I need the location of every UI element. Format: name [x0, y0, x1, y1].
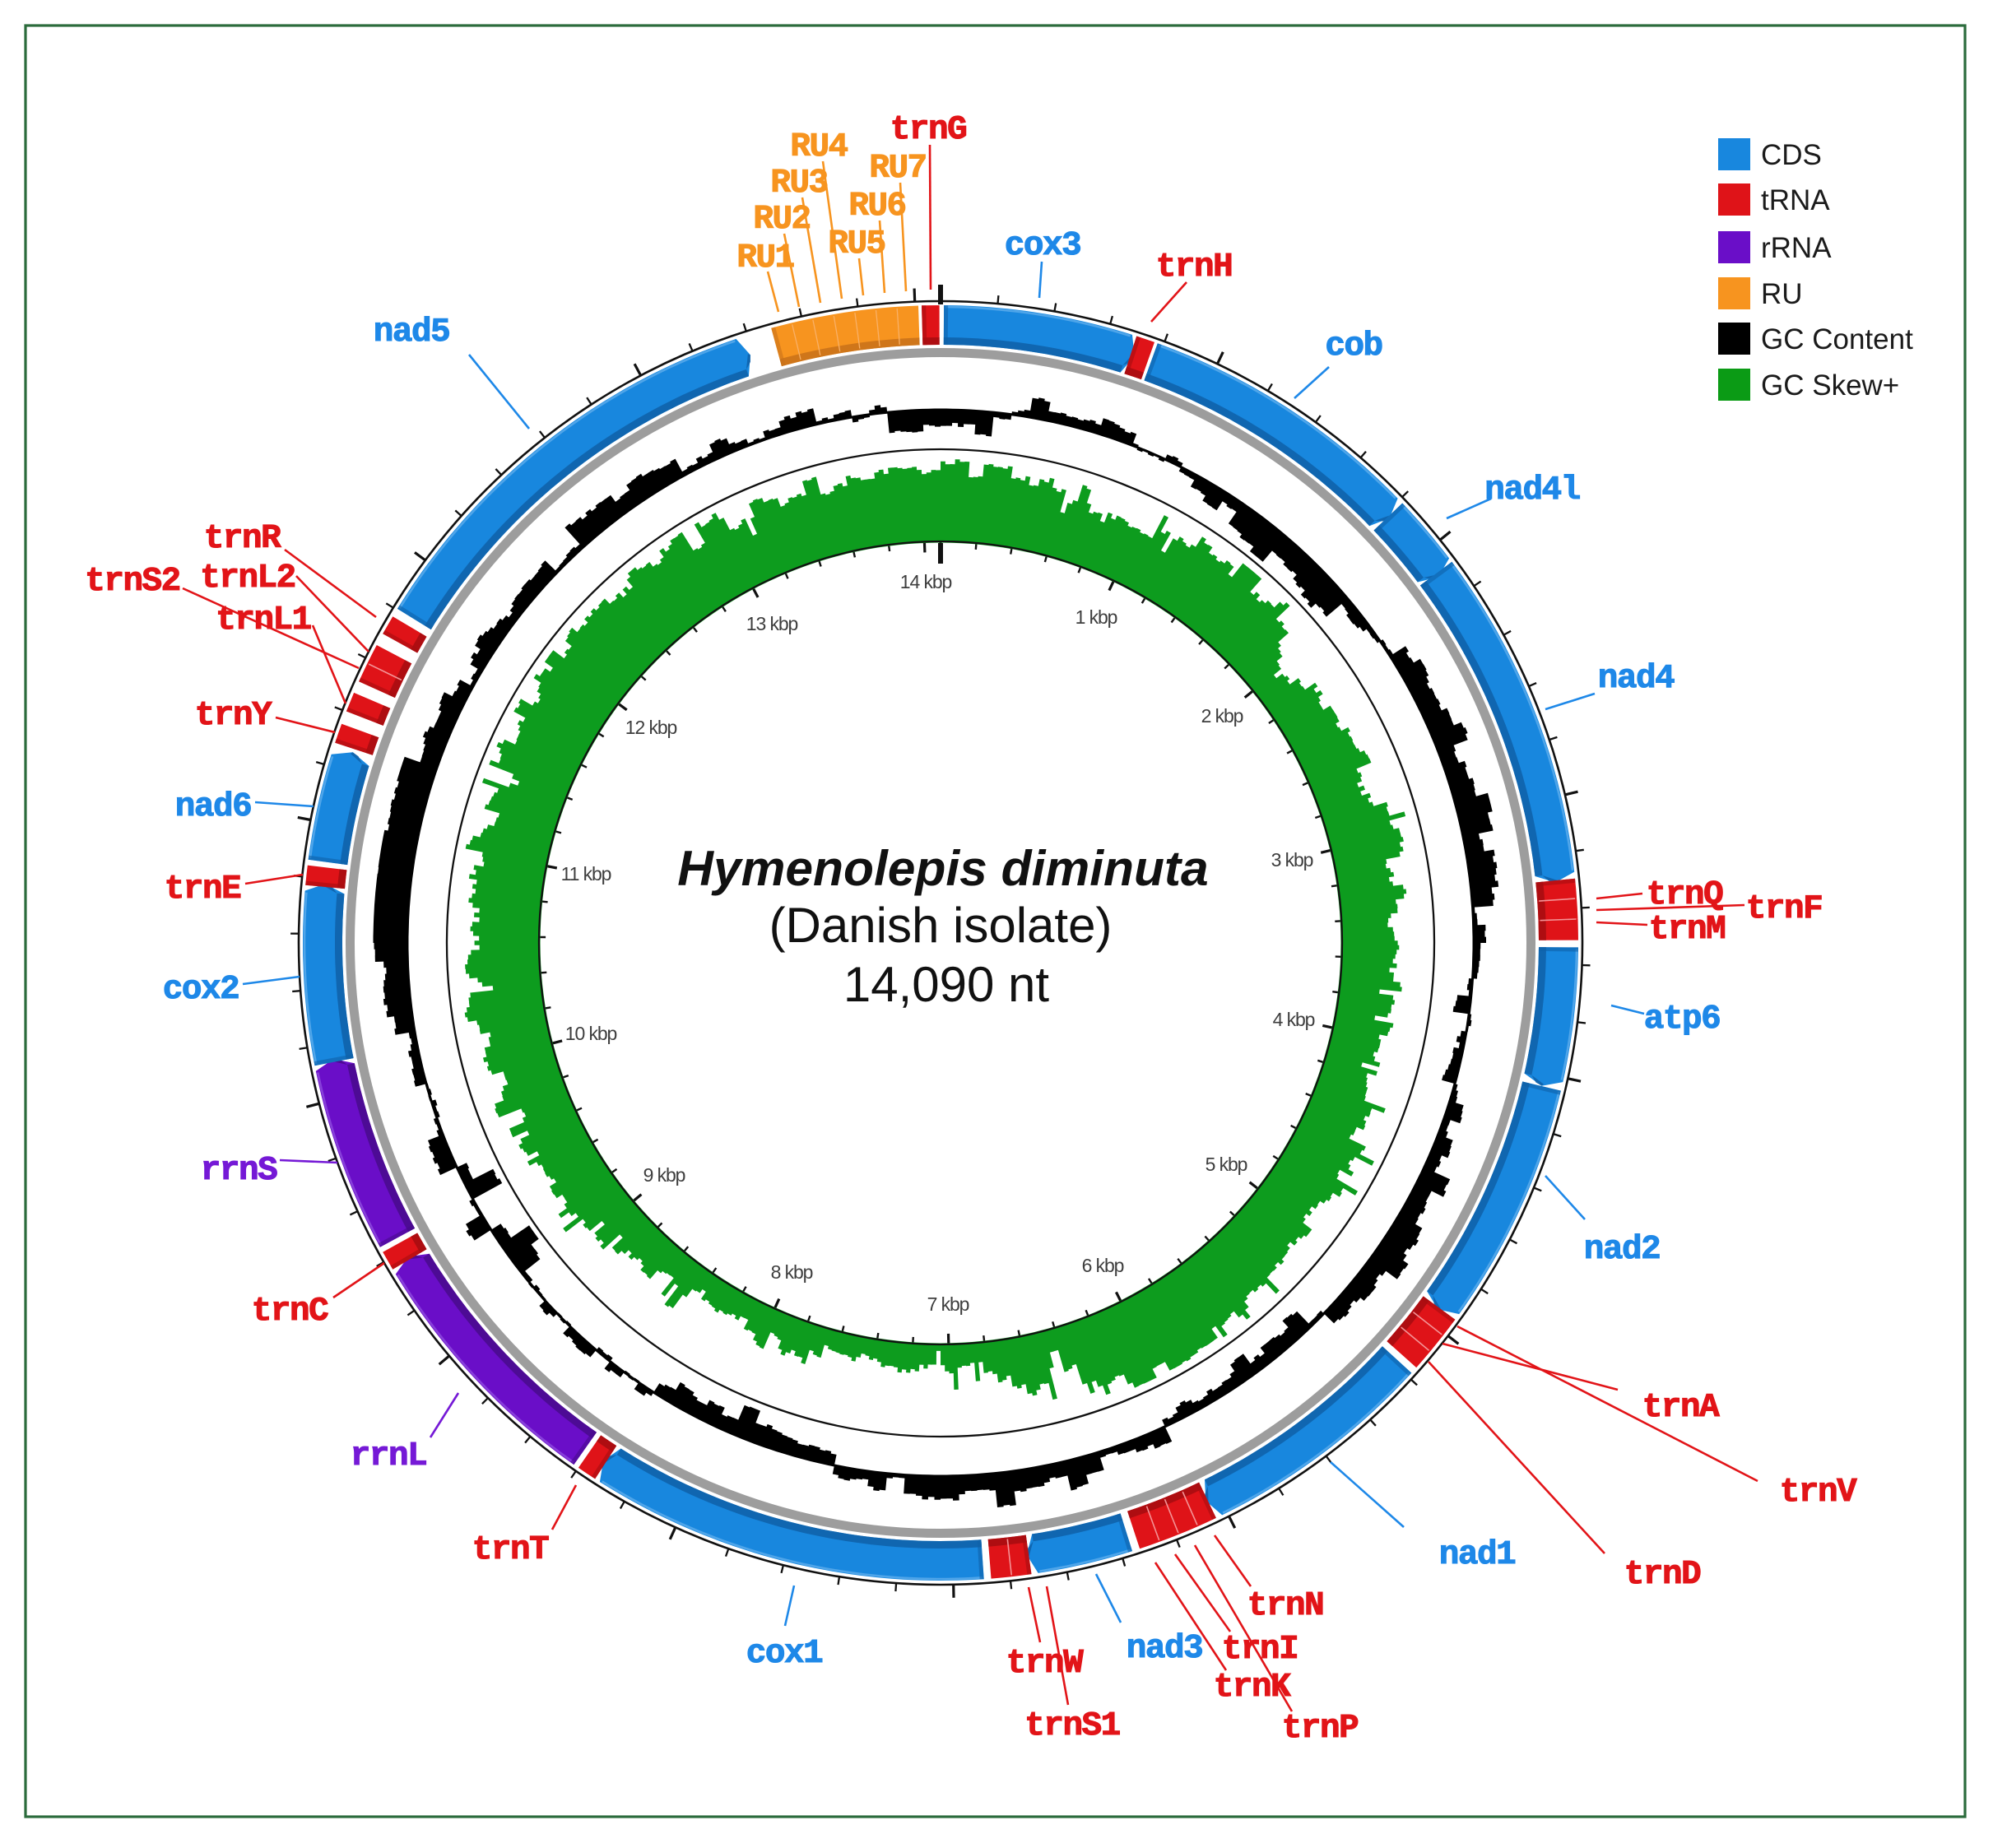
svg-text:13 kbp: 13 kbp — [746, 613, 798, 634]
svg-text:trnP: trnP — [1282, 1710, 1358, 1748]
svg-text:9 kbp: 9 kbp — [643, 1164, 685, 1186]
svg-text:RU5: RU5 — [828, 225, 885, 263]
svg-text:tRNA: tRNA — [1761, 184, 1830, 216]
svg-text:rRNA: rRNA — [1761, 232, 1832, 264]
svg-text:8 kbp: 8 kbp — [771, 1261, 813, 1283]
svg-text:nad3: nad3 — [1127, 1630, 1202, 1668]
svg-text:trnE: trnE — [165, 871, 240, 908]
svg-text:rrnS: rrnS — [201, 1152, 277, 1190]
svg-text:4 kbp: 4 kbp — [1273, 1009, 1315, 1030]
svg-text:nad1: nad1 — [1439, 1536, 1515, 1574]
svg-text:atp6: atp6 — [1644, 1001, 1720, 1038]
svg-text:trnN: trnN — [1247, 1587, 1323, 1625]
svg-text:RU3: RU3 — [770, 165, 827, 202]
svg-text:trnY: trnY — [195, 697, 272, 735]
svg-text:3 kbp: 3 kbp — [1271, 849, 1313, 871]
svg-text:trnG: trnG — [890, 111, 966, 149]
svg-text:trnV: trnV — [1780, 1474, 1857, 1511]
svg-text:6 kbp: 6 kbp — [1082, 1255, 1124, 1276]
svg-text:trnI: trnI — [1222, 1631, 1298, 1669]
svg-text:(Danish isolate): (Danish isolate) — [769, 898, 1113, 953]
svg-text:11 kbp: 11 kbp — [561, 863, 611, 885]
svg-text:RU6: RU6 — [848, 188, 905, 225]
svg-text:1 kbp: 1 kbp — [1075, 606, 1117, 628]
svg-text:GC Content: GC Content — [1761, 323, 1913, 355]
svg-text:cox1: cox1 — [746, 1635, 822, 1673]
svg-text:trnS2: trnS2 — [85, 563, 180, 601]
svg-text:trnC: trnC — [252, 1293, 328, 1330]
svg-text:nad6: nad6 — [175, 788, 251, 826]
svg-text:trnS1: trnS1 — [1024, 1707, 1120, 1745]
svg-text:trnW: trnW — [1006, 1645, 1084, 1683]
svg-text:cox3: cox3 — [1005, 227, 1080, 265]
svg-text:cox2: cox2 — [163, 971, 239, 1009]
svg-text:nad4: nad4 — [1598, 660, 1675, 698]
svg-text:5 kbp: 5 kbp — [1206, 1154, 1247, 1175]
svg-text:12 kbp: 12 kbp — [625, 717, 677, 738]
svg-text:10 kbp: 10 kbp — [565, 1023, 617, 1044]
svg-text:trnH: trnH — [1156, 248, 1232, 286]
svg-text:trnM: trnM — [1649, 911, 1725, 949]
svg-text:nad2: nad2 — [1584, 1231, 1660, 1269]
svg-text:RU2: RU2 — [753, 201, 810, 239]
svg-text:GC Skew+: GC Skew+ — [1761, 369, 1899, 402]
svg-text:RU4: RU4 — [790, 128, 848, 166]
svg-text:trnA: trnA — [1642, 1389, 1720, 1427]
svg-text:trnF: trnF — [1746, 890, 1822, 928]
svg-text:trnR: trnR — [204, 520, 281, 558]
svg-text:RU7: RU7 — [869, 150, 926, 188]
svg-text:trnD: trnD — [1624, 1556, 1700, 1594]
svg-text:14,090 nt: 14,090 nt — [843, 957, 1050, 1012]
svg-text:trnL2: trnL2 — [200, 560, 295, 597]
svg-text:nad5: nad5 — [374, 313, 449, 351]
svg-text:trnT: trnT — [472, 1531, 549, 1569]
svg-text:nad4l: nad4l — [1484, 471, 1580, 509]
svg-text:trnK: trnK — [1214, 1669, 1291, 1706]
svg-text:14 kbp: 14 kbp — [900, 571, 952, 592]
svg-text:RU: RU — [1761, 278, 1803, 310]
svg-text:cob: cob — [1325, 327, 1382, 365]
svg-text:2 kbp: 2 kbp — [1201, 705, 1243, 727]
svg-text:Hymenolepis diminuta: Hymenolepis diminuta — [677, 840, 1208, 896]
svg-text:7 kbp: 7 kbp — [927, 1293, 969, 1315]
svg-text:trnL1: trnL1 — [216, 601, 311, 639]
svg-text:RU1: RU1 — [736, 239, 793, 277]
svg-text:CDS: CDS — [1761, 139, 1822, 171]
svg-text:rrnL: rrnL — [351, 1437, 426, 1475]
